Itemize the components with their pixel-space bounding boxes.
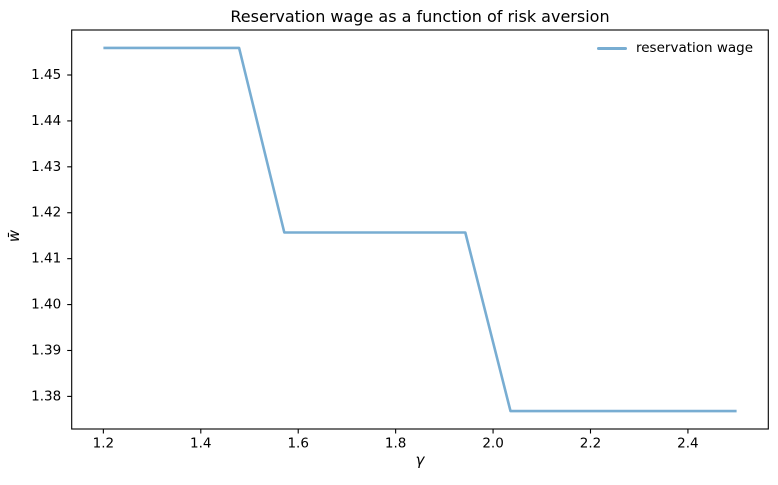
axes-spines bbox=[71, 29, 769, 430]
y-tick-label: 1.40 bbox=[31, 297, 61, 313]
chart-title: Reservation wage as a function of risk a… bbox=[230, 7, 610, 26]
x-tick-label: 2.2 bbox=[580, 436, 601, 452]
legend-label: reservation wage bbox=[636, 40, 754, 56]
x-tick-label: 1.2 bbox=[93, 436, 114, 452]
y-axis-label: w̄ bbox=[5, 229, 23, 243]
data-line-reservation-wage bbox=[103, 46, 737, 413]
x-tick-label: 1.4 bbox=[190, 436, 211, 452]
x-tick-label: 2.4 bbox=[677, 436, 698, 452]
x-tick-label: 1.6 bbox=[287, 436, 308, 452]
x-axis-label: γ bbox=[415, 451, 425, 469]
y-tick-label: 1.42 bbox=[31, 205, 61, 221]
y-tick-label: 1.41 bbox=[31, 251, 61, 267]
y-tick-label: 1.44 bbox=[31, 113, 61, 129]
y-tick-label: 1.39 bbox=[31, 342, 61, 358]
y-tick-label: 1.43 bbox=[31, 159, 61, 175]
x-tick-label: 1.8 bbox=[385, 436, 406, 452]
x-tick-label: 2.0 bbox=[482, 436, 503, 452]
y-tick-label: 1.38 bbox=[31, 388, 61, 404]
y-tick-label: 1.45 bbox=[31, 67, 61, 83]
legend-line-sample bbox=[597, 46, 627, 50]
legend: reservation wage bbox=[597, 39, 753, 57]
